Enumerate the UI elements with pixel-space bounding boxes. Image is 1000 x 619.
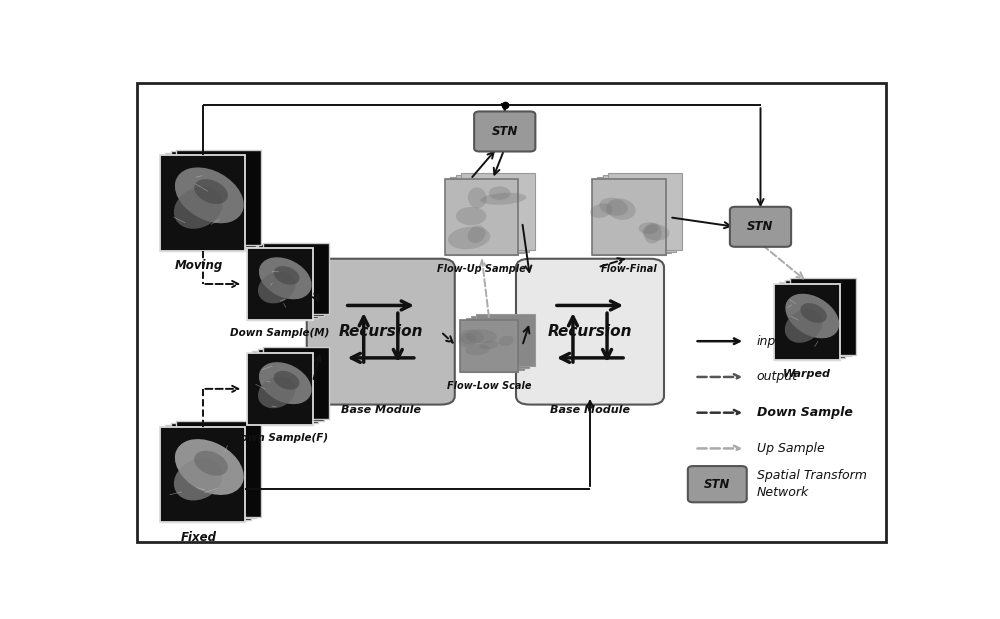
Ellipse shape: [800, 303, 827, 323]
FancyBboxPatch shape: [160, 155, 245, 251]
FancyBboxPatch shape: [160, 155, 245, 251]
Ellipse shape: [194, 451, 228, 475]
Text: Base Module: Base Module: [341, 405, 421, 415]
FancyBboxPatch shape: [461, 173, 535, 249]
FancyBboxPatch shape: [460, 320, 518, 372]
Text: Flow-Up Sample: Flow-Up Sample: [437, 264, 526, 274]
FancyBboxPatch shape: [608, 173, 682, 249]
FancyBboxPatch shape: [785, 280, 851, 357]
Text: output: output: [757, 370, 798, 383]
FancyBboxPatch shape: [456, 175, 529, 251]
Ellipse shape: [175, 167, 244, 223]
Ellipse shape: [499, 335, 514, 346]
FancyBboxPatch shape: [247, 248, 313, 320]
Ellipse shape: [785, 309, 823, 343]
Ellipse shape: [606, 199, 636, 220]
FancyBboxPatch shape: [597, 177, 671, 254]
Ellipse shape: [590, 203, 613, 218]
FancyBboxPatch shape: [160, 427, 245, 522]
FancyBboxPatch shape: [165, 425, 251, 521]
Ellipse shape: [785, 294, 839, 339]
FancyBboxPatch shape: [247, 248, 313, 320]
FancyBboxPatch shape: [460, 320, 518, 372]
Ellipse shape: [489, 186, 511, 200]
Text: Flow-Low Scale: Flow-Low Scale: [447, 381, 532, 391]
Ellipse shape: [258, 272, 295, 303]
Text: STN: STN: [747, 220, 774, 233]
Text: Up Sample: Up Sample: [757, 442, 824, 455]
Ellipse shape: [459, 333, 476, 347]
Ellipse shape: [456, 207, 486, 225]
Ellipse shape: [480, 340, 498, 349]
Ellipse shape: [274, 266, 299, 285]
FancyBboxPatch shape: [171, 152, 256, 247]
FancyBboxPatch shape: [774, 284, 840, 360]
Ellipse shape: [174, 187, 223, 229]
FancyBboxPatch shape: [476, 314, 535, 366]
FancyBboxPatch shape: [307, 259, 455, 405]
Text: Flow-Final: Flow-Final: [600, 264, 657, 274]
FancyBboxPatch shape: [774, 284, 840, 360]
FancyBboxPatch shape: [592, 179, 666, 256]
FancyBboxPatch shape: [603, 175, 676, 251]
Text: Down Sample(F): Down Sample(F): [232, 433, 328, 443]
FancyBboxPatch shape: [445, 179, 518, 256]
Ellipse shape: [468, 225, 486, 243]
Ellipse shape: [465, 329, 497, 344]
FancyBboxPatch shape: [247, 353, 313, 425]
Ellipse shape: [599, 197, 628, 216]
Ellipse shape: [174, 458, 223, 501]
Text: Recursion: Recursion: [338, 324, 423, 339]
Ellipse shape: [465, 344, 490, 355]
FancyBboxPatch shape: [688, 466, 747, 502]
FancyBboxPatch shape: [176, 150, 261, 245]
Ellipse shape: [448, 227, 490, 249]
Ellipse shape: [259, 258, 312, 300]
FancyBboxPatch shape: [790, 279, 856, 355]
FancyBboxPatch shape: [263, 243, 329, 314]
Text: Moving: Moving: [175, 259, 223, 272]
Text: Spatial Transform
Network: Spatial Transform Network: [757, 469, 866, 499]
Ellipse shape: [258, 376, 295, 409]
Text: Fixed: Fixed: [181, 531, 217, 544]
FancyBboxPatch shape: [252, 351, 318, 423]
Text: input: input: [757, 335, 789, 348]
Ellipse shape: [480, 193, 526, 205]
FancyBboxPatch shape: [165, 154, 251, 249]
FancyBboxPatch shape: [171, 423, 256, 519]
FancyBboxPatch shape: [445, 179, 518, 256]
FancyBboxPatch shape: [779, 282, 845, 358]
Text: Base Module: Base Module: [550, 405, 630, 415]
FancyBboxPatch shape: [516, 259, 664, 405]
FancyBboxPatch shape: [247, 353, 313, 425]
Ellipse shape: [194, 179, 228, 204]
Ellipse shape: [259, 362, 312, 404]
FancyBboxPatch shape: [258, 245, 324, 316]
Text: Down Sample: Down Sample: [757, 406, 852, 419]
FancyBboxPatch shape: [450, 177, 524, 254]
FancyBboxPatch shape: [137, 83, 886, 542]
Ellipse shape: [468, 188, 487, 208]
Ellipse shape: [644, 223, 662, 243]
Ellipse shape: [175, 439, 244, 495]
Ellipse shape: [639, 222, 658, 234]
FancyBboxPatch shape: [252, 246, 318, 318]
FancyBboxPatch shape: [160, 427, 245, 522]
Ellipse shape: [459, 329, 484, 345]
Text: STN: STN: [492, 125, 518, 138]
FancyBboxPatch shape: [258, 349, 324, 421]
FancyBboxPatch shape: [471, 316, 529, 368]
Text: Warped: Warped: [783, 369, 831, 379]
Ellipse shape: [642, 224, 670, 241]
FancyBboxPatch shape: [176, 422, 261, 517]
FancyBboxPatch shape: [474, 111, 535, 152]
FancyBboxPatch shape: [592, 179, 666, 256]
FancyBboxPatch shape: [263, 347, 329, 419]
FancyBboxPatch shape: [730, 207, 791, 247]
Text: Recursion: Recursion: [548, 324, 632, 339]
Text: Down Sample(M): Down Sample(M): [230, 328, 330, 339]
Ellipse shape: [274, 371, 299, 389]
Text: STN: STN: [704, 478, 730, 491]
FancyBboxPatch shape: [466, 318, 524, 370]
